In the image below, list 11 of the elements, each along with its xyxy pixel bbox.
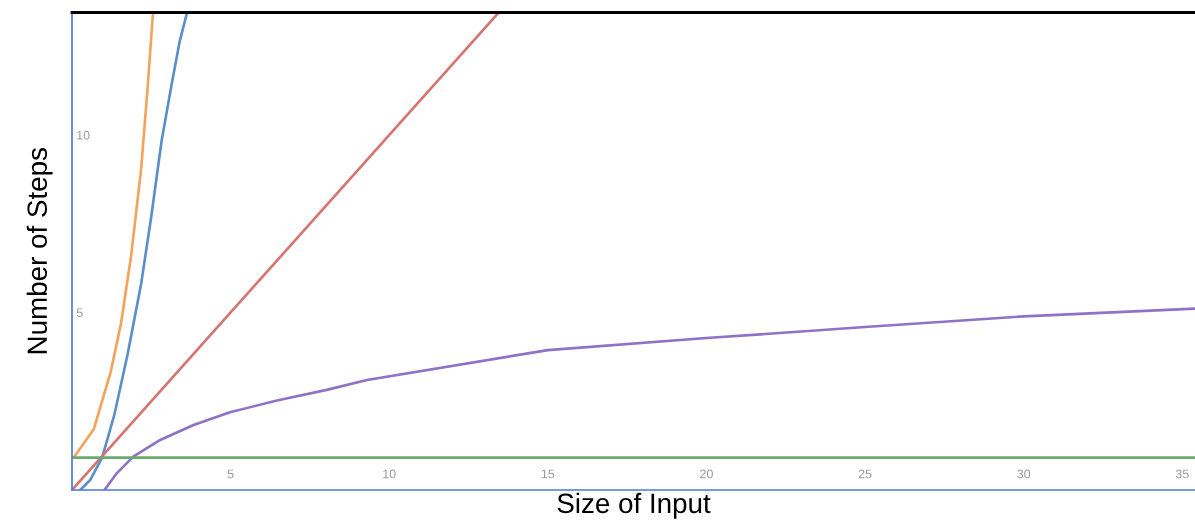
y-axis-title: Number of Steps bbox=[26, 148, 53, 354]
x-tick-label: 35 bbox=[1175, 469, 1189, 479]
x-tick-label: 10 bbox=[383, 469, 396, 479]
line-series bbox=[78, 12, 189, 490]
x-tick-label: 15 bbox=[541, 469, 555, 479]
x-tick-label: 5 bbox=[227, 469, 234, 479]
x-tick-label: 20 bbox=[700, 469, 713, 479]
x-tick-label: 30 bbox=[1017, 469, 1031, 479]
x-axis-title: Size of Input bbox=[557, 492, 711, 519]
line-series bbox=[103, 307, 1195, 490]
x-tick-label: 25 bbox=[858, 469, 872, 479]
